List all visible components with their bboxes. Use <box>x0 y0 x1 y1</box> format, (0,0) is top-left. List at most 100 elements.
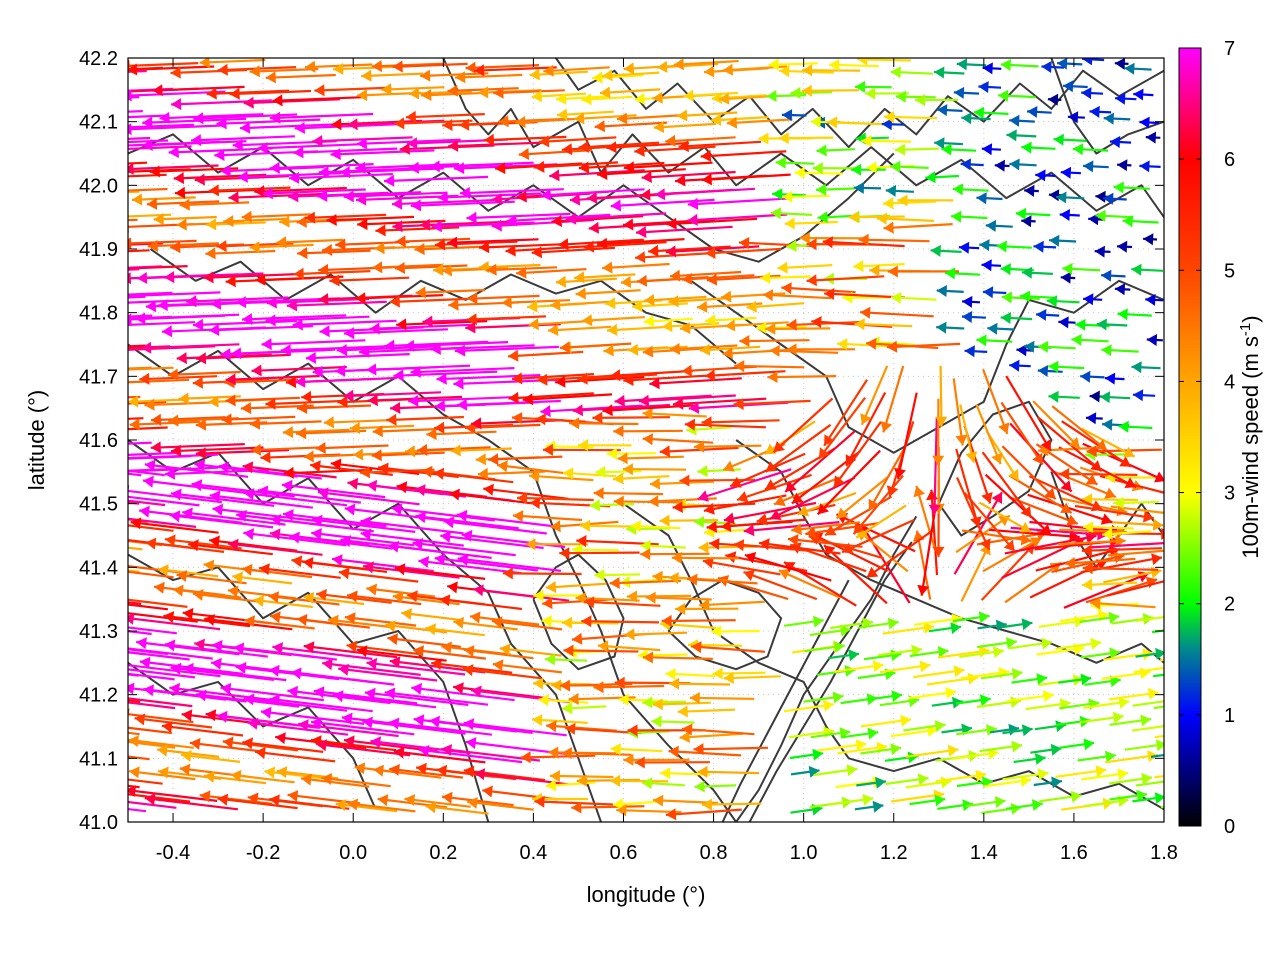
wind-arrow-shaft <box>673 59 739 66</box>
wind-arrow-head <box>649 377 660 390</box>
wind-arrow <box>269 694 373 713</box>
wind-arrow <box>157 564 219 578</box>
wind-arrow <box>293 146 398 159</box>
wind-arrow <box>1077 750 1116 763</box>
wind-arrow-shaft <box>343 328 448 335</box>
wind-arrow-head <box>991 492 1003 504</box>
wind-arrow-head <box>642 345 654 358</box>
wind-arrow-head <box>1133 88 1144 101</box>
wind-arrow-head <box>872 660 884 673</box>
wind-arrow <box>173 172 267 185</box>
wind-arrow-head <box>844 665 856 677</box>
wind-arrow <box>1117 159 1132 172</box>
wind-arrow <box>1133 666 1164 674</box>
wind-arrow-head <box>117 659 128 671</box>
wind-arrow-head <box>634 92 645 105</box>
wind-arrow-shaft <box>465 64 540 70</box>
wind-arrow-shaft <box>583 600 661 607</box>
wind-arrow-shaft <box>414 245 486 251</box>
wind-arrow-head <box>568 693 579 705</box>
wind-arrow-head <box>673 58 684 71</box>
wind-arrow-shaft <box>394 264 468 270</box>
wind-arrow <box>556 92 608 105</box>
y-tick-label: 41.9 <box>79 239 118 261</box>
wind-arrow-head <box>491 193 503 205</box>
wind-arrow-shaft <box>401 611 463 622</box>
wind-arrow-head <box>343 389 354 402</box>
wind-arrow-head <box>565 212 577 225</box>
wind-arrow-shaft <box>128 517 197 528</box>
wind-arrow <box>170 488 275 507</box>
wind-arrow <box>984 473 1052 536</box>
wind-arrow-head <box>976 334 987 347</box>
wind-arrow <box>310 717 415 736</box>
wind-arrow <box>1055 637 1102 650</box>
wind-arrow <box>128 726 172 735</box>
wind-arrow <box>1124 739 1164 752</box>
wind-arrow <box>932 398 945 466</box>
wind-arrow <box>804 641 845 653</box>
wind-arrow-head <box>547 324 559 336</box>
wind-arrow-head <box>787 534 799 546</box>
wind-arrow <box>1033 240 1057 253</box>
wind-arrow <box>145 537 225 553</box>
y-tick-label: 41.1 <box>79 748 118 770</box>
wind-arrow-head <box>1103 192 1114 205</box>
wind-arrow <box>525 538 589 551</box>
wind-arrow <box>391 197 495 210</box>
wind-vectors <box>110 58 1164 821</box>
wind-arrow-head <box>268 664 280 677</box>
wind-arrow-head <box>170 444 182 457</box>
wind-arrow-head <box>110 641 121 653</box>
wind-arrow-head <box>183 662 194 675</box>
wind-arrow-shaft <box>471 419 564 425</box>
wind-arrow <box>433 467 514 484</box>
wind-arrow-shaft <box>412 541 516 557</box>
wind-arrow <box>304 211 387 224</box>
wind-arrow <box>394 262 468 274</box>
wind-arrow <box>1081 768 1129 781</box>
wind-arrow-head <box>606 447 617 460</box>
wind-arrow-head <box>998 422 1010 434</box>
wind-arrow-shaft <box>679 732 744 739</box>
wind-arrow <box>578 161 665 174</box>
wind-arrow <box>876 212 934 225</box>
wind-arrow-head <box>606 141 617 154</box>
wind-arrow-shaft <box>989 528 1080 539</box>
wind-arrow <box>673 58 739 71</box>
wind-arrow-head <box>934 794 946 807</box>
wind-arrow-shaft <box>420 72 489 78</box>
wind-arrow <box>150 441 245 454</box>
wind-arrow-head <box>147 239 158 252</box>
wind-arrow-shaft <box>128 793 191 803</box>
wind-arrow-shaft <box>257 143 362 150</box>
wind-arrow-shaft <box>128 218 138 222</box>
wind-arrow-head <box>597 640 609 653</box>
wind-arrow <box>128 136 151 140</box>
wind-arrow <box>191 479 295 498</box>
wind-arrow-shaft <box>128 265 188 270</box>
wind-arrow <box>179 198 250 211</box>
wind-arrow-head <box>869 264 880 277</box>
wind-arrow-head <box>545 653 556 666</box>
wind-arrow-shaft <box>1001 445 1057 500</box>
wind-arrow-shaft <box>1059 472 1138 476</box>
wind-arrow-head <box>311 717 322 729</box>
wind-arrow-head <box>293 146 304 159</box>
wind-arrow-head <box>371 449 382 462</box>
wind-arrow-head <box>1006 637 1017 649</box>
wind-arrow <box>1000 401 1044 466</box>
wind-arrow-shaft <box>326 215 415 222</box>
wind-arrow <box>926 672 979 686</box>
wind-arrow-shaft <box>128 249 150 253</box>
wind-arrow <box>384 620 448 634</box>
wind-arrow-head <box>408 87 420 100</box>
wind-arrow <box>242 737 324 753</box>
wind-arrow-shaft <box>882 365 905 433</box>
wind-arrow-head <box>174 186 186 199</box>
wind-arrow-head <box>161 325 173 338</box>
wind-arrow-head <box>1067 111 1079 124</box>
wind-arrow-head <box>855 739 867 751</box>
wind-arrow <box>649 477 714 490</box>
wind-arrow-head <box>128 220 129 233</box>
